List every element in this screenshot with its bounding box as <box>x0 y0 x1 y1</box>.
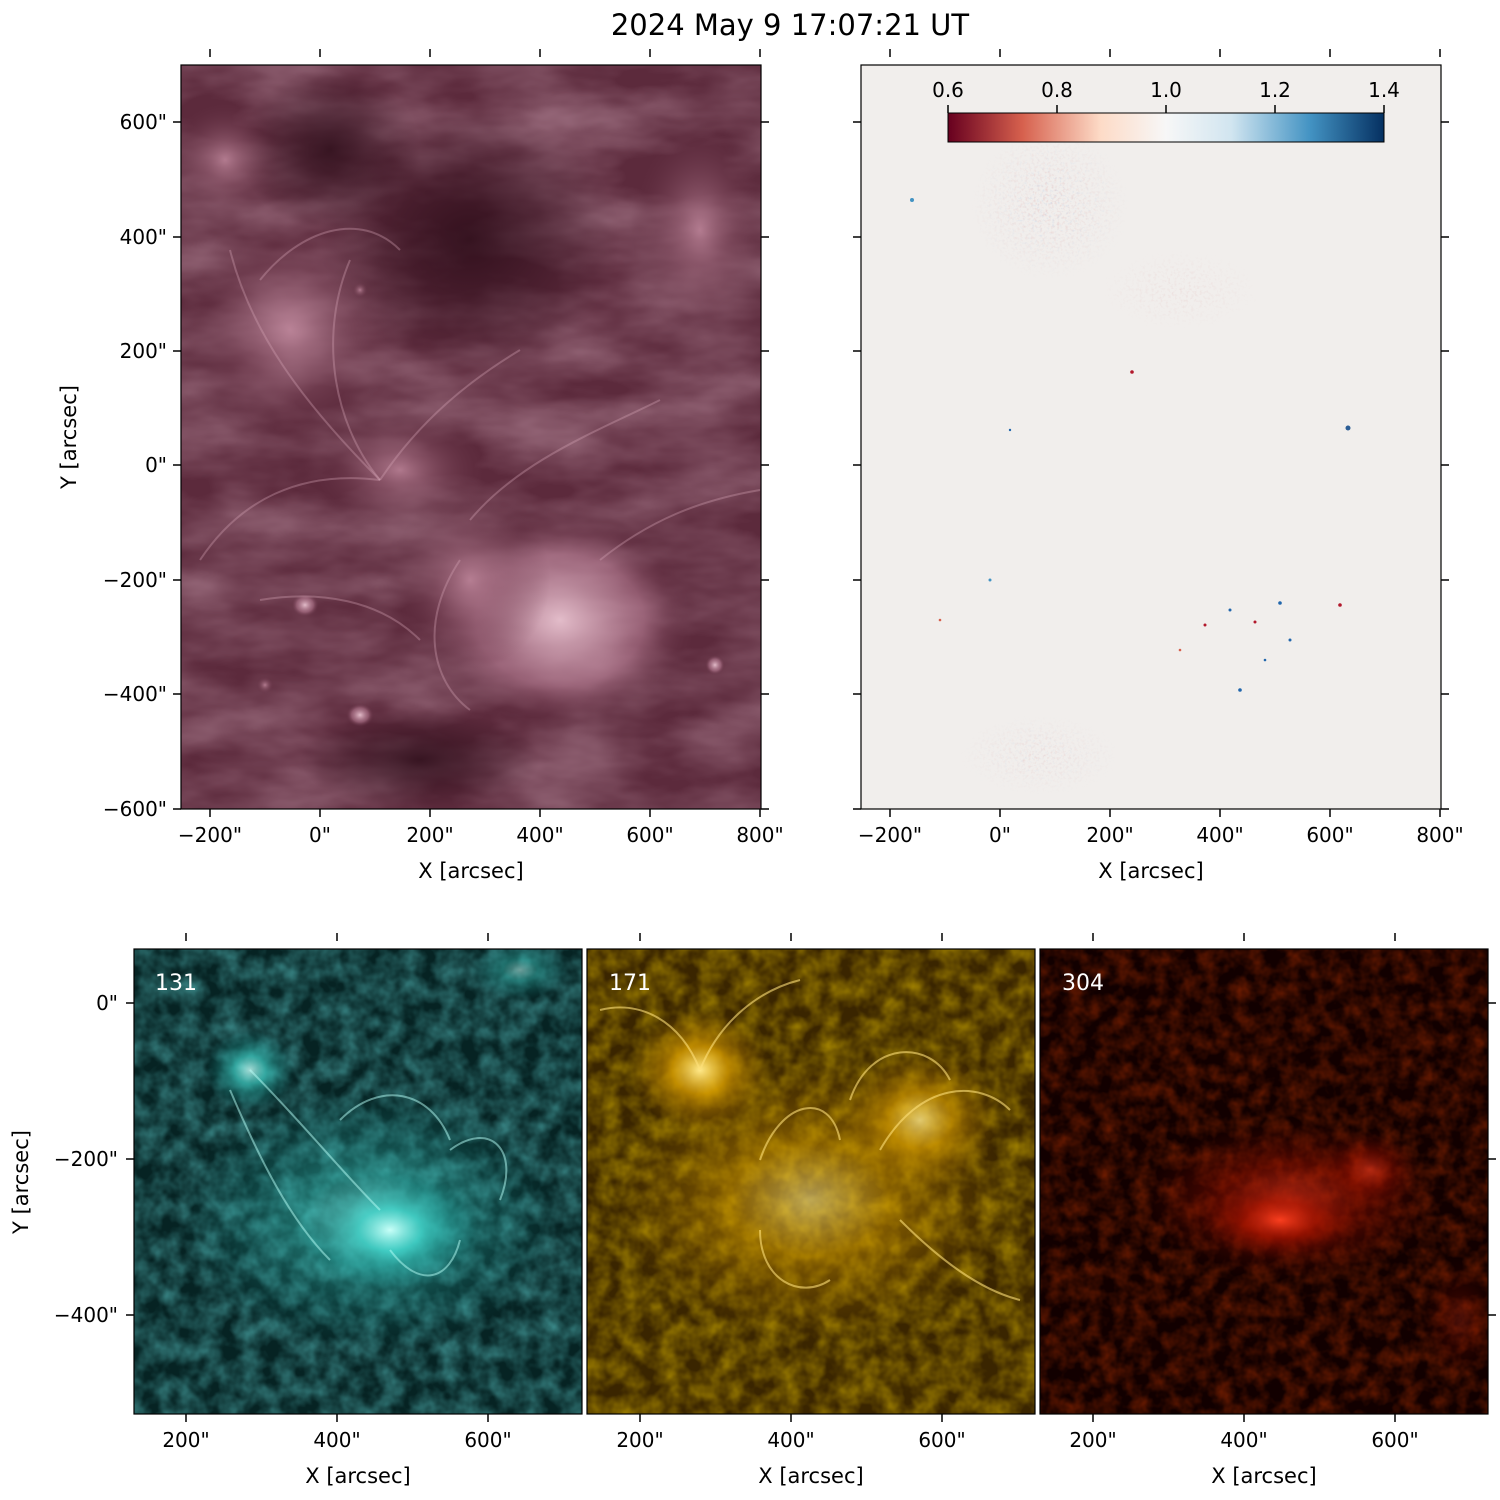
top-left-frame <box>180 64 762 810</box>
colorbar-ticks: 0.6 0.8 1.0 1.2 1.4 <box>932 78 1400 113</box>
panel-171-x-tick-label: 200" <box>616 1428 663 1452</box>
top-right-x-tick-label: −200" <box>858 823 922 847</box>
top-left-y-tick-label: 600" <box>120 110 167 134</box>
panel-304-x-tick-label: 600" <box>1371 1428 1418 1452</box>
bottom-ticks: 200" 400" 600" 200" 400" 600" 200" 400" 600" 0" −2… <box>54 933 1496 1452</box>
colorbar-tick-label: 1.0 <box>1150 78 1182 102</box>
panel-131-frame <box>133 948 583 1415</box>
top-right-image <box>861 65 1441 809</box>
top-left-y-tick-label: −400" <box>103 682 167 706</box>
top-right-x-tick-label: 0" <box>989 823 1011 847</box>
bottom-ylabel: Y [arcsec] <box>9 1130 33 1235</box>
panel-171-image <box>587 949 1035 1414</box>
panel-171-frame <box>586 948 1036 1415</box>
panel-131-xlabel: X [arcsec] <box>305 1464 410 1488</box>
bottom-y-tick-label: −400" <box>54 1303 118 1327</box>
panel-304-image <box>1040 949 1488 1414</box>
colorbar-tick-label: 1.4 <box>1368 78 1400 102</box>
panel-171-x-tick-label: 600" <box>918 1428 965 1452</box>
top-right-xlabel: X [arcsec] <box>1098 859 1203 883</box>
top-right-y-ticks <box>853 121 1449 810</box>
panel-131-x-tick-label: 400" <box>313 1428 360 1452</box>
panel-304-x-tick-label: 400" <box>1220 1428 1267 1452</box>
colorbar-tick-label: 0.8 <box>1041 78 1073 102</box>
top-left-x-tick-label: 800" <box>736 823 783 847</box>
top-left-image <box>181 65 761 809</box>
top-left-y-tick-label: −200" <box>103 568 167 592</box>
panel-304-label: 304 <box>1062 971 1104 996</box>
top-left-y-tick-label: 200" <box>120 339 167 363</box>
top-right-x-tick-label: 800" <box>1416 823 1463 847</box>
top-right-x-tick-label: 400" <box>1196 823 1243 847</box>
colorbar-tick-label: 1.2 <box>1259 78 1291 102</box>
figure-title: 2024 May 9 17:07:21 UT <box>611 8 970 42</box>
top-left-y-tick-label: 0" <box>145 453 167 477</box>
panel-131-image <box>134 949 582 1414</box>
panel-171-label: 171 <box>609 971 651 996</box>
top-right-x-tick-label: 200" <box>1086 823 1133 847</box>
colorbar-tick-label: 0.6 <box>932 78 964 102</box>
top-left-ylabel: Y [arcsec] <box>57 385 81 490</box>
top-left-x-ticks: −200" 0" 200" 400" 600" 800" <box>178 49 784 847</box>
panel-304-x-tick-label: 200" <box>1069 1428 1116 1452</box>
panel-304-xlabel: X [arcsec] <box>1211 1464 1316 1488</box>
bottom-y-tick-label: −200" <box>54 1147 118 1171</box>
top-right-frame <box>860 64 1442 810</box>
top-left-x-tick-label: 0" <box>309 823 331 847</box>
panel-131-x-tick-label: 200" <box>162 1428 209 1452</box>
panel-171-xlabel: X [arcsec] <box>758 1464 863 1488</box>
top-left-y-ticks: 600" 400" 200" 0" −200" −400" −600" <box>103 110 769 821</box>
panel-131-label: 131 <box>155 971 197 996</box>
top-left-x-tick-label: 400" <box>516 823 563 847</box>
top-left-y-tick-label: 400" <box>120 225 167 249</box>
top-left-xlabel: X [arcsec] <box>418 859 523 883</box>
bottom-y-tick-label: 0" <box>96 991 118 1015</box>
panel-131-x-tick-label: 600" <box>464 1428 511 1452</box>
top-right-x-tick-label: 600" <box>1306 823 1353 847</box>
top-left-x-tick-label: 200" <box>406 823 453 847</box>
top-left-x-tick-label: 600" <box>626 823 673 847</box>
top-right-x-ticks: −200" 0" 200" 400" 600" 800" <box>858 49 1464 847</box>
panel-304-frame <box>1039 948 1489 1415</box>
top-left-x-tick-label: −200" <box>178 823 242 847</box>
colorbar: 0.6 0.8 1.0 1.2 1.4 <box>932 78 1400 143</box>
top-left-y-tick-label: −600" <box>103 797 167 821</box>
panel-171-x-tick-label: 400" <box>767 1428 814 1452</box>
